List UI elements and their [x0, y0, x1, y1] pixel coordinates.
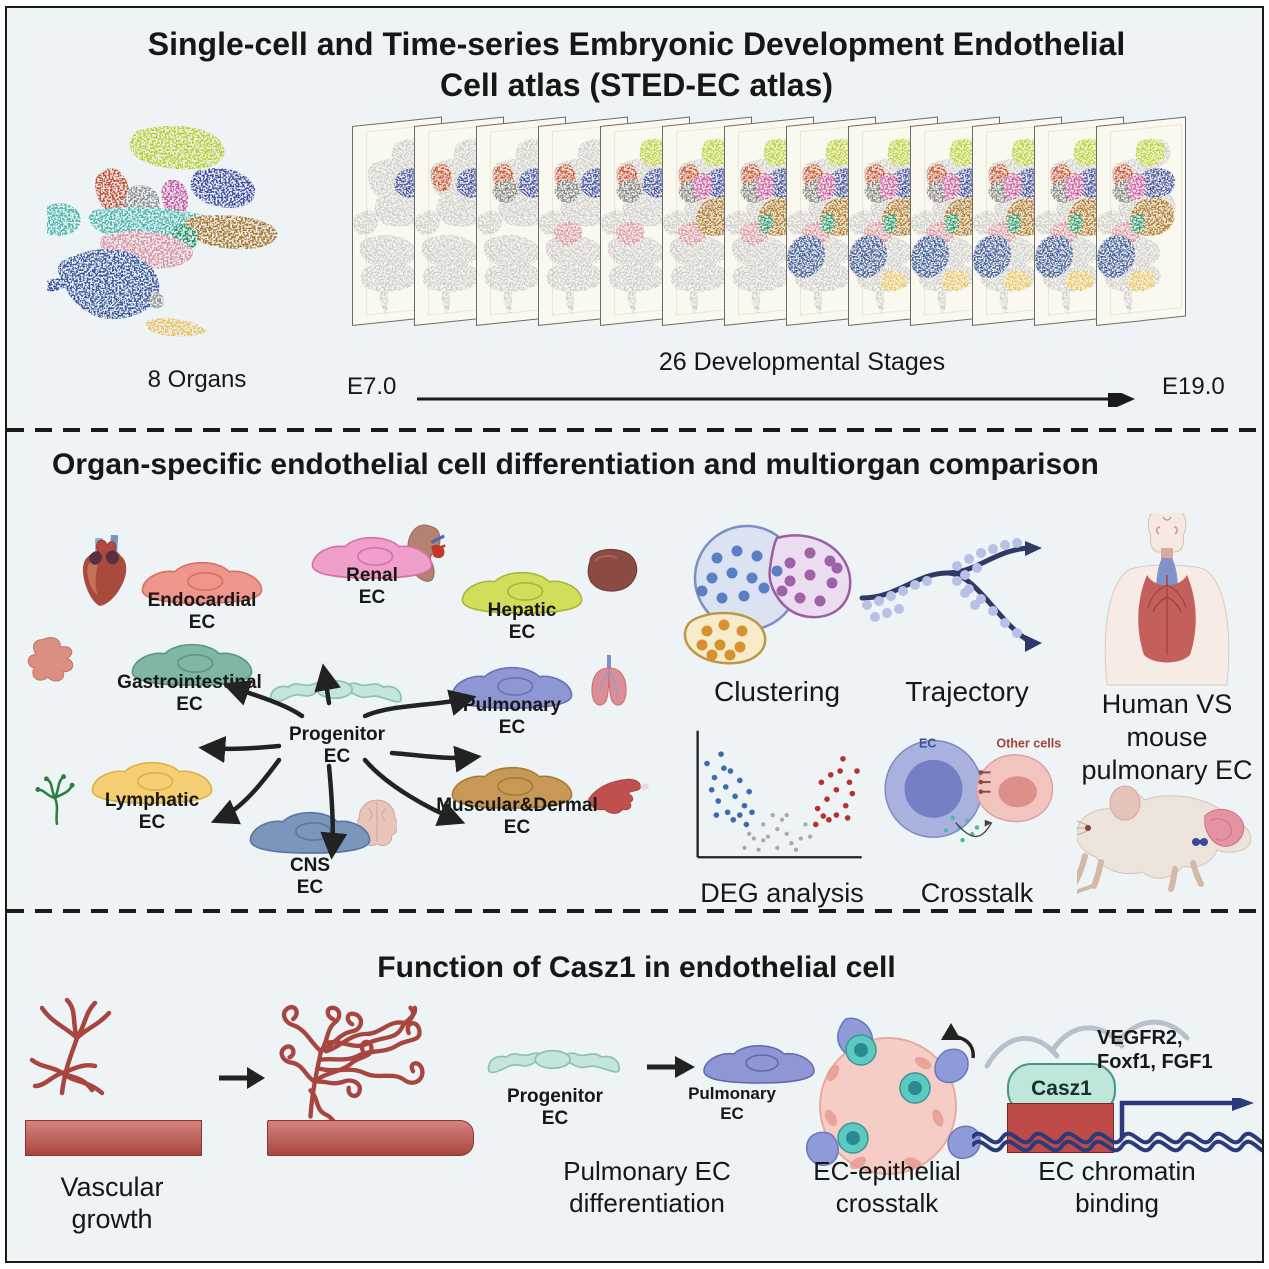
svg-text:EC: EC	[919, 736, 936, 750]
svg-text:Other cells: Other cells	[996, 736, 1061, 750]
